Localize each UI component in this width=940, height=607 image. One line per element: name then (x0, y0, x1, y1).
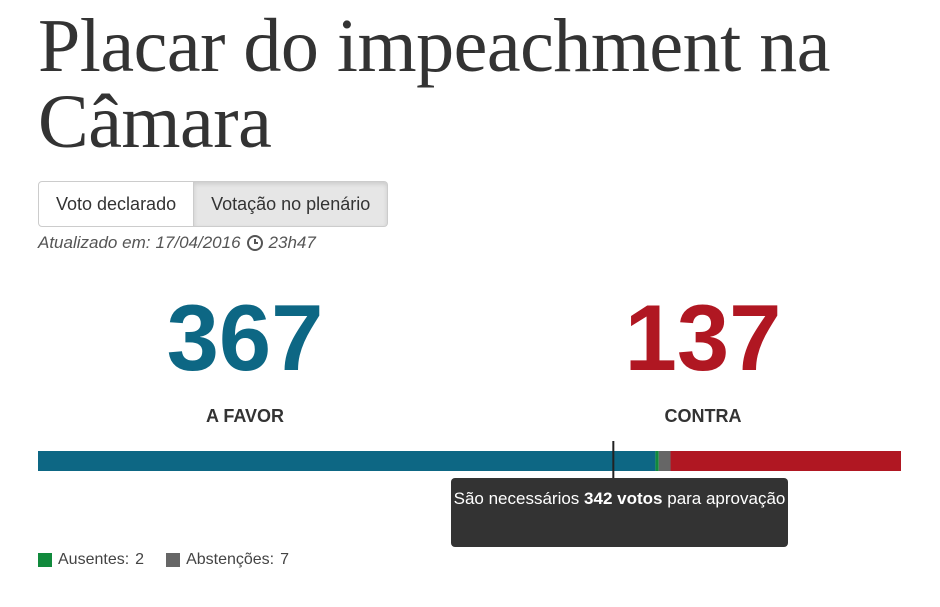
legend-swatch (38, 553, 52, 567)
legend-value: 2 (135, 551, 145, 568)
updated-label: Atualizado em: (38, 233, 151, 252)
tabs: Voto declarado Votação no plenário (38, 181, 389, 227)
legend-label: Abstenções: (186, 551, 275, 568)
legend-item: Ausentes: 2 (38, 551, 144, 569)
contra-label: CONTRA (664, 406, 742, 426)
legend: Ausentes: 2 Abstenções: 7 (38, 551, 289, 569)
tooltip-suffix: para aprovação (667, 489, 786, 508)
tooltip-prefix: São necessários (453, 489, 580, 508)
bar-segment (38, 451, 656, 471)
title: Placar do impeachment na Câmara (38, 4, 831, 164)
legend-swatch (166, 553, 181, 567)
updated-time: 23h47 (268, 233, 316, 252)
updated: Atualizado em: 17/04/2016 23h47 (38, 233, 316, 253)
bar-segment (670, 451, 901, 471)
threshold-unit: votos (617, 489, 663, 508)
contra-count: 137 (624, 285, 782, 390)
tab[interactable]: Votação no plenário (194, 181, 389, 227)
bar-segment (655, 451, 659, 471)
clock-icon (246, 235, 263, 251)
updated-date: 17/04/2016 (155, 233, 241, 252)
favor-count: 367 (166, 285, 324, 390)
legend-value: 7 (280, 551, 290, 568)
tooltip: São necessários 342 votos para aprovação (451, 478, 788, 547)
bar-segment (658, 451, 671, 471)
tab[interactable]: Voto declarado (38, 181, 195, 227)
legend-item: Abstenções: 7 (166, 551, 289, 569)
threshold-value: 342 (584, 489, 613, 508)
favor-label: A FAVOR (205, 406, 284, 426)
legend-label: Ausentes: (58, 551, 130, 568)
